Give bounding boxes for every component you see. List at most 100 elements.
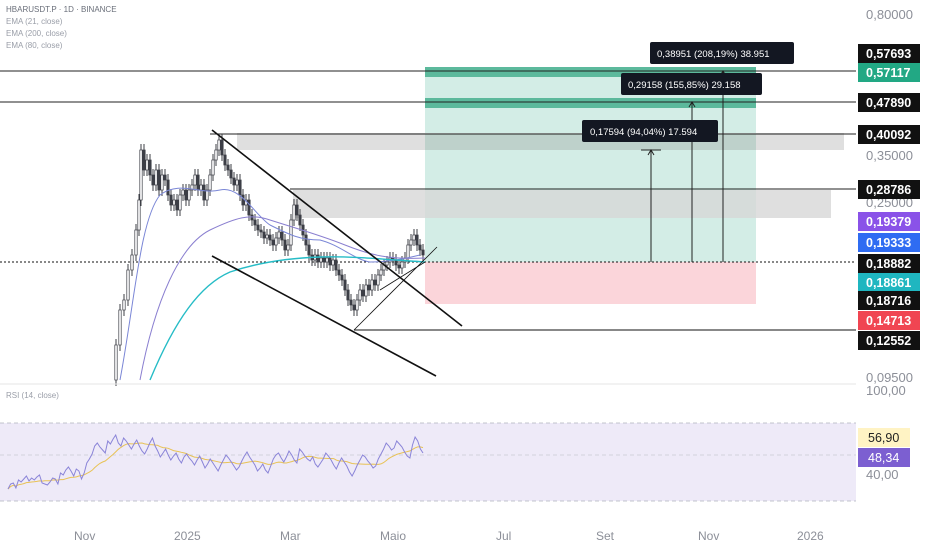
candle-body (259, 229, 263, 233)
x-tick-label: Mar (280, 529, 301, 543)
candle-body (352, 304, 356, 311)
candle-body (250, 214, 254, 221)
candle-body (178, 194, 182, 211)
candle-body (160, 174, 164, 191)
x-tick-label: Jul (496, 529, 511, 543)
candle-body (148, 159, 152, 176)
candle-body (196, 174, 200, 191)
resistance-zone-upper (237, 133, 844, 150)
ema-21-line (119, 187, 421, 381)
candle-body (370, 279, 374, 291)
candle-body (418, 244, 422, 251)
candle-body (220, 139, 224, 156)
candle-body (247, 199, 251, 216)
symbol-label[interactable]: HBARUSDT.P · 1D · BINANCE (6, 5, 117, 14)
legend-ema-21[interactable]: EMA (21, close) (6, 17, 63, 26)
svg-text:0,17594 (94,04%) 17.594: 0,17594 (94,04%) 17.594 (590, 127, 697, 138)
candle-body (316, 254, 320, 263)
breakout-line-2 (379, 261, 426, 291)
candle-body (253, 219, 257, 226)
price-badge: 0,28786 (858, 180, 920, 199)
candle-body (298, 214, 302, 226)
legend-ema-80[interactable]: EMA (80, close) (6, 41, 63, 50)
target-label-1: 0,17594 (94,04%) 17.594 (582, 120, 718, 142)
candle-body (134, 229, 138, 256)
candle-body (367, 284, 371, 291)
legend-rsi[interactable]: RSI (14, close) (6, 391, 59, 400)
candle-body (373, 279, 377, 286)
candle-body (190, 184, 194, 191)
candle-body (262, 231, 266, 239)
y-tick-label: 0,80000 (866, 7, 913, 22)
target-band-1 (425, 67, 756, 77)
rsi-tick-label: 40,00 (866, 467, 899, 482)
price-badge-label: 0,28786 (866, 183, 911, 197)
candle-body (229, 169, 233, 179)
price-badge: 0,57693 (858, 44, 920, 63)
price-badges: 0,57693 0,57117 0,47890 0,40092 0,28786 0,193… (858, 44, 920, 350)
candle-body (122, 299, 126, 311)
price-badge: 0,19379 (858, 212, 920, 231)
candle-body (151, 174, 155, 186)
candle-body (364, 284, 368, 297)
candle-body (154, 169, 158, 186)
price-badge-label: 0,57117 (866, 66, 911, 80)
price-badge: 0,18882 (858, 254, 920, 273)
candle-body (268, 234, 272, 241)
price-badge-label: 0,19333 (866, 236, 911, 250)
price-badge-label: 0,14713 (866, 314, 911, 328)
candle-body (286, 244, 290, 251)
price-badge-label: 0,57693 (866, 47, 911, 61)
x-tick-label: 2025 (174, 529, 201, 543)
target-zone (425, 67, 756, 262)
candle-body (256, 224, 260, 231)
candle-body (184, 189, 188, 201)
candle-body (211, 159, 215, 176)
rsi-line (7, 433, 424, 490)
candle-body (208, 174, 212, 191)
svg-text:0,29158 (155,85%) 29.158: 0,29158 (155,85%) 29.158 (628, 80, 741, 91)
price-badge: 0,19333 (858, 233, 920, 252)
candle-body (214, 149, 218, 161)
candle-body (235, 179, 239, 186)
candle-body (277, 231, 281, 239)
candle-body (232, 177, 236, 186)
price-badge: 0,14713 (858, 311, 920, 330)
candle-body (163, 174, 167, 181)
ema-80-line (139, 216, 426, 381)
breakout-line (353, 246, 438, 331)
ema-200-line (149, 256, 426, 381)
price-badge-label: 0,12552 (866, 334, 911, 348)
candle-body (157, 169, 161, 191)
candle-body (205, 189, 209, 201)
candle-body (130, 254, 134, 271)
x-tick-label: 2026 (797, 529, 824, 543)
candle-body (265, 234, 269, 239)
candle-body (118, 309, 122, 346)
price-badge: 0,57117 (858, 63, 920, 82)
candle-body (172, 199, 176, 206)
candle-body (274, 237, 278, 246)
price-badge-label: 0,19379 (866, 215, 911, 229)
candle-body (292, 204, 296, 221)
price-badge: 0,47890 (858, 93, 920, 112)
candle-body (361, 289, 365, 297)
price-badge: 0,18861 (858, 273, 920, 292)
candle-body (114, 344, 118, 381)
candle-body (325, 257, 329, 263)
candle-body (346, 289, 350, 301)
candle-body (217, 139, 221, 151)
svg-text:48,34: 48,34 (868, 451, 899, 465)
price-badge-label: 0,40092 (866, 128, 911, 142)
legend-ema-200[interactable]: EMA (200, close) (6, 29, 67, 38)
candle-body (199, 184, 203, 191)
price-badge: 0,18716 (858, 291, 920, 310)
rsi-ma-line (7, 442, 424, 490)
price-badge-label: 0,18861 (866, 276, 911, 290)
candle-body (280, 231, 284, 241)
candle-body (169, 194, 173, 206)
candle-body (193, 174, 197, 186)
y-tick-label: 0,35000 (866, 148, 913, 163)
candle-body (137, 199, 141, 231)
